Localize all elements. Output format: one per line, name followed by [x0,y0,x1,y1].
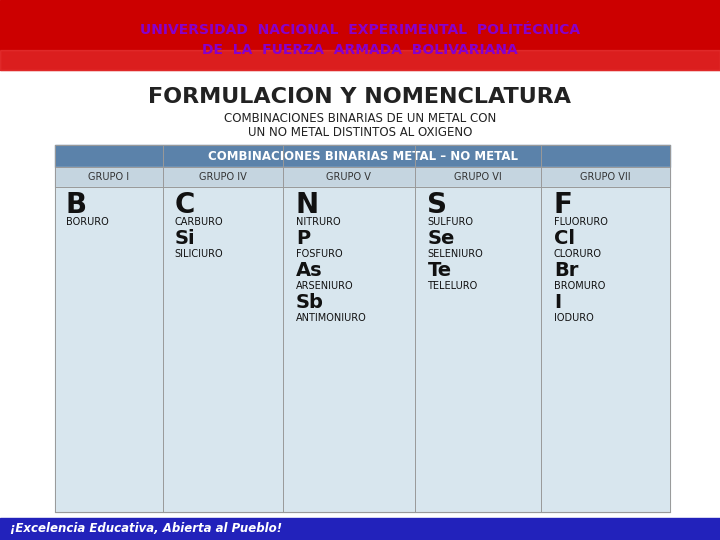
Bar [55,167,163,187]
Text: Br: Br [554,261,578,280]
Text: Te: Te [428,261,451,280]
Text: COMBINACIONES BINARIAS DE UN METAL CON: COMBINACIONES BINARIAS DE UN METAL CON [224,112,496,125]
Text: As: As [296,261,323,280]
Bar [0,518,720,540]
Text: CLORURO: CLORURO [554,249,602,259]
Text: UNIVERSIDAD  NACIONAL  EXPERIMENTAL  POLITÉCNICA: UNIVERSIDAD NACIONAL EXPERIMENTAL POLITÉ… [140,23,580,37]
Text: GRUPO V: GRUPO V [326,172,371,182]
Text: BROMURO: BROMURO [554,281,605,291]
Text: Si: Si [175,229,195,248]
Text: COMBINACIONES BINARIAS METAL – NO METAL: COMBINACIONES BINARIAS METAL – NO METAL [207,150,518,163]
Text: SULFURO: SULFURO [428,217,473,227]
Text: Sb: Sb [296,293,324,312]
Bar [541,187,670,512]
Text: C: C [175,191,195,219]
Text: Se: Se [428,229,455,248]
Text: I: I [554,293,561,312]
Text: CARBURO: CARBURO [175,217,223,227]
Text: P: P [296,229,310,248]
Text: NITRURO: NITRURO [296,217,341,227]
Text: FOSFURO: FOSFURO [296,249,343,259]
Text: GRUPO VII: GRUPO VII [580,172,631,182]
Bar [55,145,670,167]
Text: ¡Excelencia Educativa, Abierta al Pueblo!: ¡Excelencia Educativa, Abierta al Pueblo… [10,523,282,536]
Bar [0,0,720,70]
Text: F: F [554,191,572,219]
Bar [415,167,541,187]
Bar [163,167,282,187]
Bar [541,167,670,187]
Text: BORURO: BORURO [66,217,109,227]
Text: N: N [296,191,319,219]
Text: GRUPO I: GRUPO I [89,172,130,182]
Text: FORMULACION Y NOMENCLATURA: FORMULACION Y NOMENCLATURA [148,87,572,107]
Text: TELELURO: TELELURO [428,281,477,291]
Bar [415,187,541,512]
Bar [163,187,282,512]
Text: DE  LA  FUERZA  ARMADA  BOLIVARIANA: DE LA FUERZA ARMADA BOLIVARIANA [202,43,518,57]
Text: Cl: Cl [554,229,575,248]
Text: ANTIMONIURO: ANTIMONIURO [296,313,366,323]
Text: GRUPO VI: GRUPO VI [454,172,502,182]
Bar [282,167,415,187]
Text: SILICIURO: SILICIURO [175,249,223,259]
Text: UN NO METAL DISTINTOS AL OXIGENO: UN NO METAL DISTINTOS AL OXIGENO [248,125,472,138]
Bar [0,50,720,70]
Bar [282,187,415,512]
Text: B: B [66,191,87,219]
Text: SELENIURO: SELENIURO [428,249,483,259]
Text: FLUORURO: FLUORURO [554,217,608,227]
Text: S: S [428,191,447,219]
Text: ARSENIURO: ARSENIURO [296,281,354,291]
Bar [55,187,163,512]
Text: IODURO: IODURO [554,313,593,323]
Text: GRUPO IV: GRUPO IV [199,172,246,182]
